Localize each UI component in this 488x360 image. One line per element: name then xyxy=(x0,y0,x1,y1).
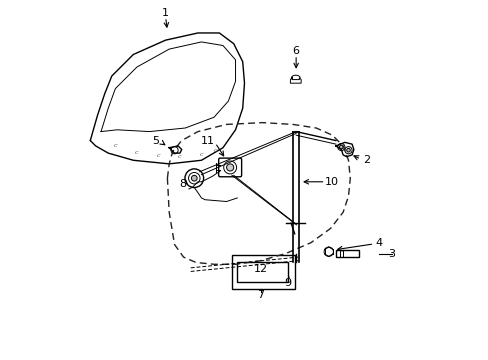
Text: 11: 11 xyxy=(200,136,214,146)
Circle shape xyxy=(324,247,333,256)
Text: c: c xyxy=(214,148,217,153)
Text: c: c xyxy=(113,143,117,148)
Text: c: c xyxy=(178,154,182,159)
Text: 5: 5 xyxy=(152,136,159,145)
FancyBboxPatch shape xyxy=(218,158,241,177)
Polygon shape xyxy=(290,78,301,83)
Circle shape xyxy=(283,266,294,277)
Circle shape xyxy=(346,148,349,152)
Text: 7: 7 xyxy=(257,291,264,301)
Text: 9: 9 xyxy=(284,278,291,288)
Circle shape xyxy=(226,164,233,171)
Text: 1: 1 xyxy=(162,8,169,18)
Circle shape xyxy=(223,161,236,174)
Circle shape xyxy=(285,268,292,275)
Text: 2: 2 xyxy=(362,155,369,165)
Circle shape xyxy=(337,143,344,150)
Circle shape xyxy=(344,147,351,154)
Text: c: c xyxy=(199,152,203,157)
Text: 4: 4 xyxy=(375,238,382,248)
Circle shape xyxy=(191,175,197,181)
Circle shape xyxy=(184,169,203,188)
Bar xyxy=(231,255,294,289)
Text: 3: 3 xyxy=(387,248,394,258)
Text: c: c xyxy=(156,153,160,158)
Text: 12: 12 xyxy=(253,264,267,274)
Text: c: c xyxy=(135,149,139,154)
Bar xyxy=(335,250,359,257)
Bar xyxy=(237,262,287,282)
Text: 10: 10 xyxy=(324,177,338,187)
Circle shape xyxy=(188,172,200,184)
Circle shape xyxy=(339,145,343,149)
Text: 6: 6 xyxy=(292,46,299,56)
Circle shape xyxy=(171,147,178,154)
Text: 8: 8 xyxy=(179,179,185,189)
